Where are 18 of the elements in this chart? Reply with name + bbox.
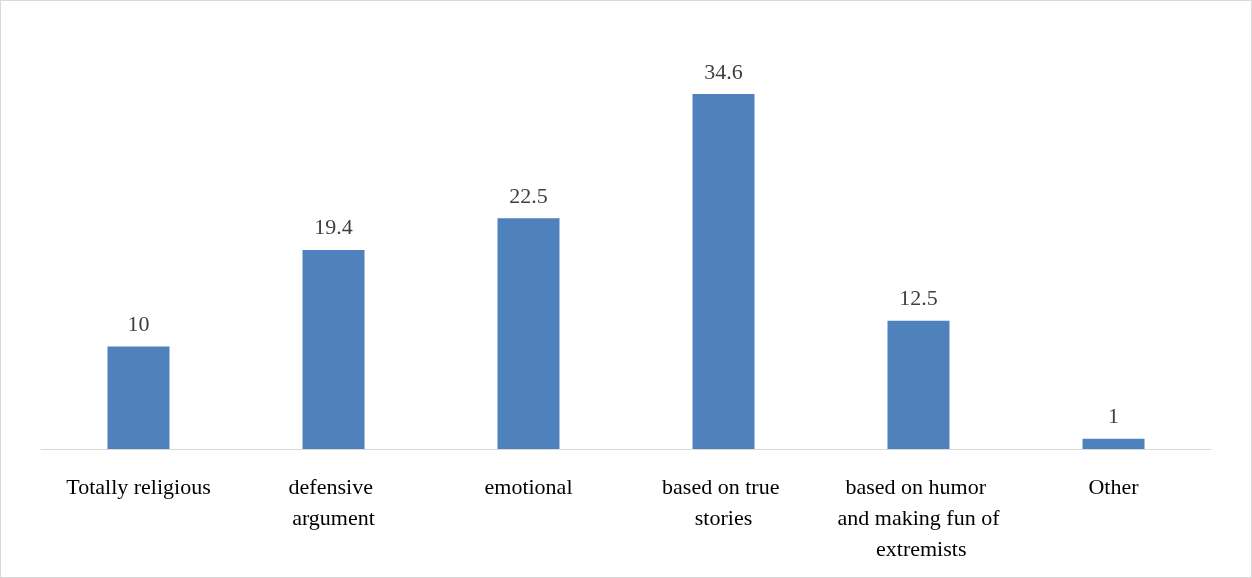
bar (497, 218, 560, 449)
data-label: 19.4 (314, 214, 353, 240)
x-tick-label: Totally religious (66, 474, 211, 499)
bar (302, 249, 365, 449)
data-label: 10 (127, 310, 150, 336)
data-label: 1 (1108, 403, 1119, 429)
x-tick-label: emotional (484, 474, 573, 499)
bar (692, 94, 755, 449)
x-tick-label: based on humor and making fun of extremists (837, 474, 1001, 561)
data-label: 12.5 (899, 285, 938, 311)
x-tick-label: defensive argument (288, 474, 379, 530)
bar (1082, 438, 1145, 449)
bar (107, 346, 170, 449)
data-label: 22.5 (509, 182, 548, 208)
bar (887, 320, 950, 449)
x-tick-label: based on true stories (662, 474, 785, 530)
x-tick-label: Other (1088, 474, 1140, 499)
data-label: 34.6 (704, 58, 743, 84)
